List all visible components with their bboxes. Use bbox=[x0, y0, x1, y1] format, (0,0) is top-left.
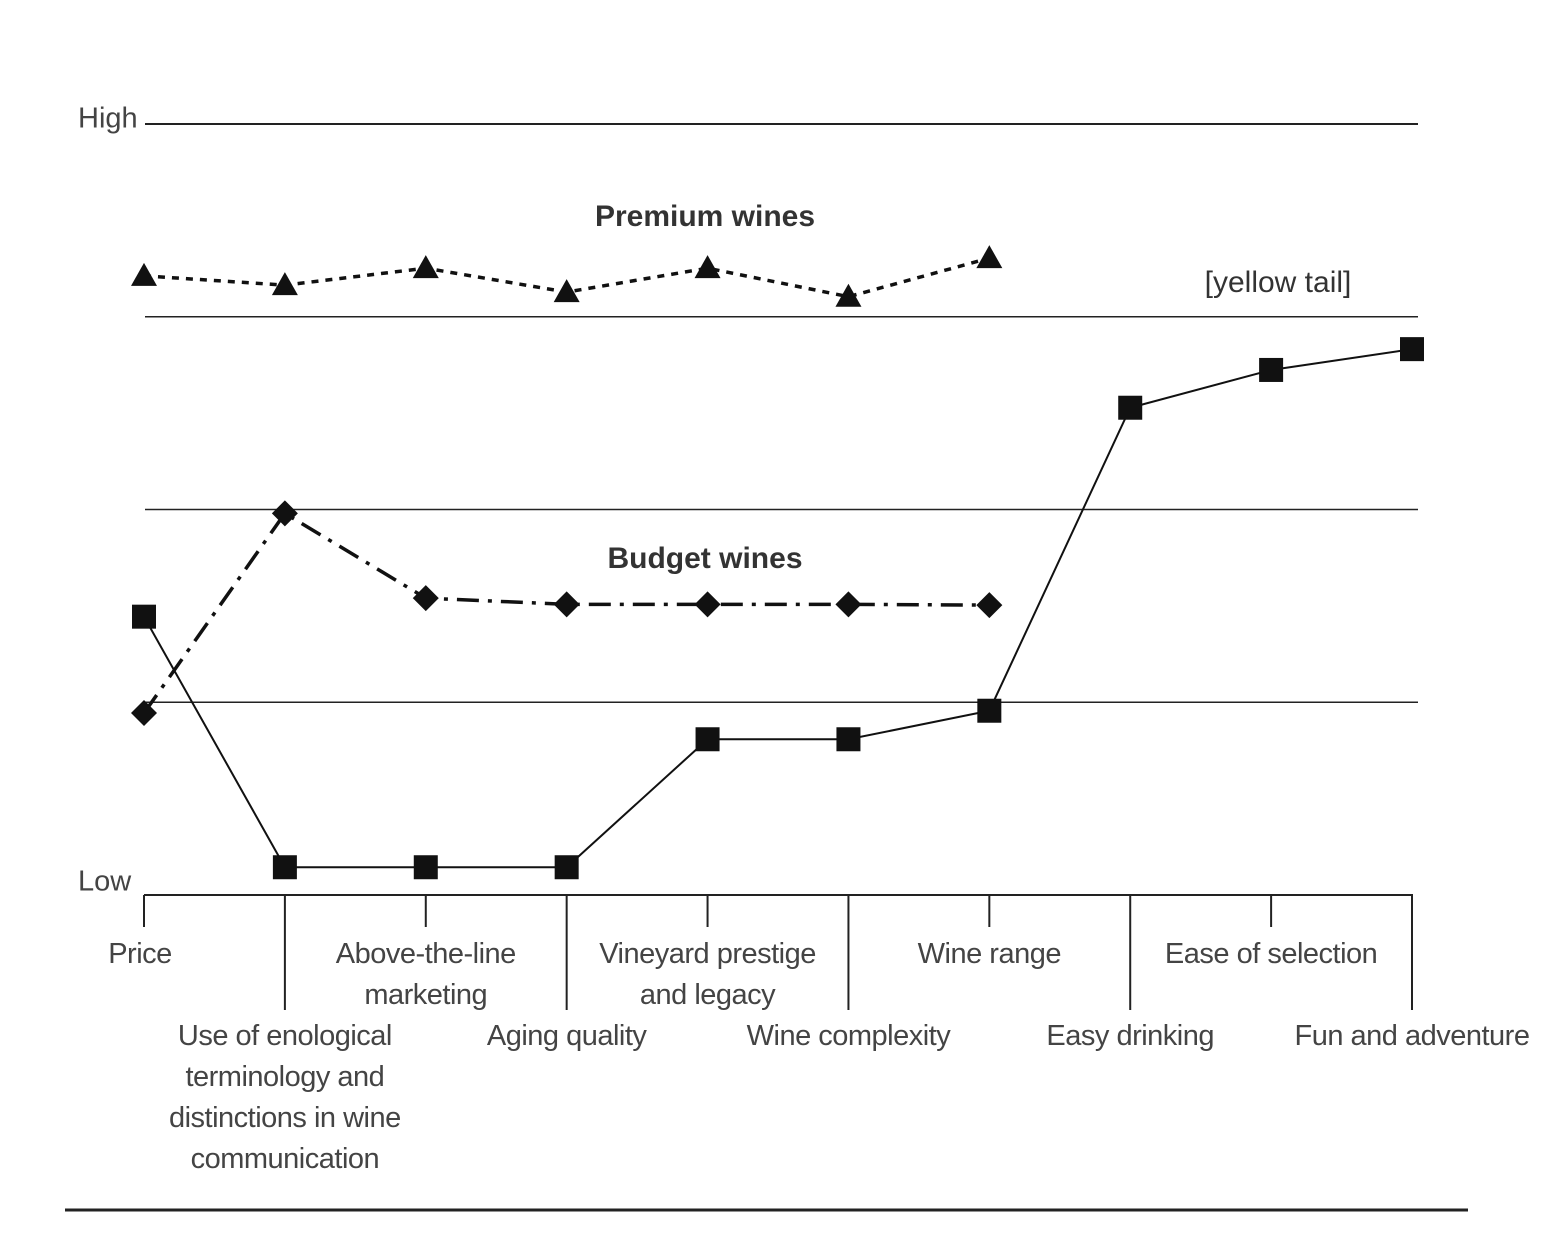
marker bbox=[412, 585, 439, 612]
x-tick-label: Vineyard prestige and legacy bbox=[599, 938, 816, 1011]
marker bbox=[976, 245, 1003, 269]
marker bbox=[131, 700, 157, 727]
series-label: [yellow tail] bbox=[1205, 266, 1352, 299]
marker bbox=[1118, 395, 1143, 420]
x-tick-label: Above-the-line marketing bbox=[335, 938, 517, 1011]
marker bbox=[131, 262, 157, 286]
x-tick-label: Fun and adventure bbox=[1294, 1020, 1530, 1052]
x-tick-label: Wine range bbox=[917, 938, 1062, 970]
marker bbox=[272, 855, 297, 880]
marker bbox=[132, 604, 156, 629]
marker bbox=[413, 855, 438, 880]
marker bbox=[695, 727, 720, 752]
marker bbox=[1259, 357, 1284, 382]
marker bbox=[835, 591, 862, 618]
x-tick-label: Wine complexity bbox=[746, 1020, 951, 1052]
series-line bbox=[143, 348, 1413, 869]
marker bbox=[835, 283, 862, 307]
x-tick-label: Ease of selection bbox=[1164, 938, 1378, 970]
marker bbox=[271, 500, 298, 527]
marker bbox=[412, 255, 439, 279]
marker bbox=[694, 255, 721, 279]
marker bbox=[553, 591, 580, 618]
x-tick-label: Use of enological terminology and distin… bbox=[168, 1020, 401, 1175]
x-tick-label: Aging quality bbox=[486, 1020, 647, 1052]
x-tick-label: Easy drinking bbox=[1046, 1020, 1215, 1052]
marker bbox=[271, 272, 298, 296]
y-tick-label: Low bbox=[78, 866, 132, 898]
y-tick-label: High bbox=[78, 103, 138, 135]
series-label: Premium wines bbox=[595, 200, 815, 233]
marker bbox=[977, 698, 1002, 723]
series-label: Budget wines bbox=[607, 542, 802, 575]
marker bbox=[554, 855, 579, 880]
marker bbox=[694, 591, 721, 618]
marker bbox=[553, 279, 580, 303]
marker bbox=[1400, 337, 1424, 362]
marker bbox=[976, 592, 1003, 619]
x-tick-label: Price bbox=[108, 938, 172, 970]
marker bbox=[836, 727, 861, 752]
